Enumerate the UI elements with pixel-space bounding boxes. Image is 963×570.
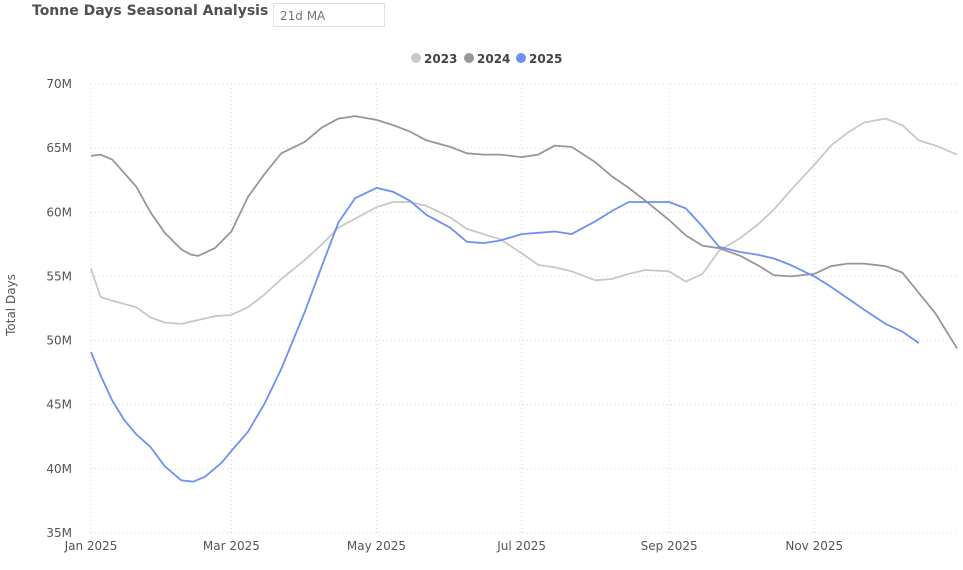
moving-average-slicer[interactable]: 21d MA <box>273 3 385 27</box>
y-tick-label: 50M <box>46 334 72 348</box>
legend-label: 2023 <box>424 52 457 66</box>
x-axis-ticks: Jan 2025 Mar 2025 May 2025 Jul 2025 Sep 2025… <box>64 539 844 553</box>
y-tick-label: 45M <box>46 398 72 412</box>
y-tick-label: 60M <box>46 205 72 219</box>
chart-title: Tonne Days Seasonal Analysis <box>32 3 269 19</box>
x-tick-label: Jul 2025 <box>496 539 546 553</box>
y-axis-ticks: 35M 40M 45M 50M 55M 60M 65M 70M <box>46 77 72 540</box>
legend-marker <box>411 53 421 63</box>
slicer-value: 21d MA <box>280 9 326 23</box>
x-tick-label: May 2025 <box>347 539 406 553</box>
y-tick-label: 65M <box>46 141 72 155</box>
x-tick-label: Nov 2025 <box>785 539 843 553</box>
legend-item-2023[interactable]: 2023 <box>411 52 457 66</box>
legend-item-2024[interactable]: 2024 <box>464 52 510 66</box>
y-tick-label: 70M <box>46 77 72 91</box>
y-tick-label: 40M <box>46 462 72 476</box>
y-tick-label: 35M <box>46 526 72 540</box>
x-tick-label: Sep 2025 <box>641 539 698 553</box>
legend-marker <box>464 53 474 63</box>
y-tick-label: 55M <box>46 269 72 283</box>
legend-label: 2024 <box>477 52 510 66</box>
legend[interactable]: 2023 2024 2025 <box>411 52 562 66</box>
gridlines <box>90 83 957 534</box>
y-axis-label: Total Days <box>4 274 18 337</box>
legend-label: 2025 <box>529 52 562 66</box>
x-tick-label: Mar 2025 <box>203 539 260 553</box>
legend-item-2025[interactable]: 2025 <box>516 52 562 66</box>
series-lines <box>90 115 958 483</box>
series-line-2023 <box>90 117 958 325</box>
series-line-2024 <box>90 115 958 349</box>
x-tick-label: Jan 2025 <box>64 539 118 553</box>
legend-marker <box>516 53 526 63</box>
series-line-2025 <box>90 186 920 483</box>
